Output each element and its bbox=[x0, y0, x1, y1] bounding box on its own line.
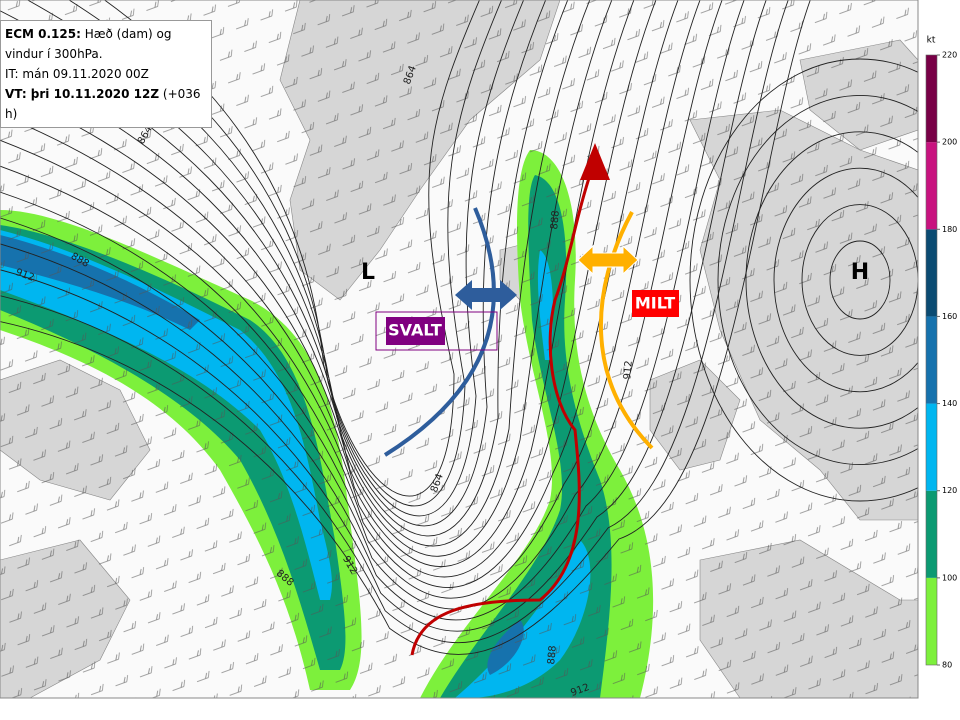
contour bbox=[0, 0, 789, 643]
contour-label: 888 bbox=[546, 645, 559, 665]
colorbar-tick-label: 200 bbox=[942, 138, 957, 147]
contour bbox=[0, 0, 635, 568]
warm-bg bbox=[632, 290, 679, 317]
contour bbox=[829, 240, 891, 320]
valid: VT: þri 10.11.2020 12Z bbox=[5, 87, 160, 101]
cold-box bbox=[375, 311, 498, 351]
colorbar-tick-label: 120 bbox=[942, 486, 957, 495]
height-contours bbox=[0, 0, 918, 655]
title: Hæð (dam) og vindur í 300hPa. bbox=[5, 27, 172, 61]
colorbar-tick-label: 80 bbox=[942, 661, 952, 670]
warm-label: MILT bbox=[635, 294, 675, 313]
colorbar-tick-label: 160 bbox=[942, 312, 957, 321]
issued: IT: mán 09.11.2020 00Z bbox=[5, 67, 149, 81]
colorbar-tick-label: 220 bbox=[942, 51, 957, 60]
contour bbox=[0, 0, 613, 557]
contour bbox=[0, 0, 547, 527]
colorbar: kt 80 100 120 140 160 180 200 220 bbox=[925, 36, 957, 670]
header: ECM 0.125: Hæð (dam) og vindur í 300hPa.… bbox=[0, 20, 212, 128]
warm-conveyor bbox=[410, 174, 592, 656]
contour bbox=[0, 0, 569, 537]
contour bbox=[745, 131, 918, 429]
high-label: H bbox=[851, 260, 869, 285]
arrows bbox=[383, 143, 654, 656]
model: ECM 0.125: bbox=[5, 27, 81, 41]
contour bbox=[0, 0, 745, 621]
cold-double-arrow bbox=[455, 280, 517, 310]
colorbar-segment bbox=[926, 55, 937, 143]
map-frame bbox=[0, 0, 919, 699]
cold-bg bbox=[386, 317, 445, 345]
contour bbox=[689, 58, 918, 502]
colorbar-segment bbox=[926, 316, 937, 404]
contour bbox=[0, 0, 767, 632]
contour bbox=[0, 0, 679, 588]
contour-label: 912 bbox=[622, 360, 635, 380]
colorbar-segment bbox=[926, 490, 937, 578]
colorbar-segment bbox=[926, 403, 937, 491]
contour bbox=[773, 167, 918, 393]
contour bbox=[0, 0, 811, 655]
colorbar-segment bbox=[926, 142, 937, 230]
colorbar-tick-label: 140 bbox=[942, 399, 957, 408]
cold-arc bbox=[383, 207, 496, 457]
contour-label: 888 bbox=[549, 210, 562, 230]
contour bbox=[0, 0, 657, 578]
colorbar-segment bbox=[926, 229, 937, 317]
colorbar-tick-label: 180 bbox=[942, 225, 957, 234]
contour bbox=[801, 204, 918, 356]
colorbar-segment bbox=[926, 577, 937, 665]
warm-arc bbox=[598, 211, 654, 450]
low-label: L bbox=[361, 260, 375, 285]
lead: (+036 h) bbox=[5, 87, 201, 121]
red-arrowhead bbox=[580, 143, 610, 180]
contour bbox=[717, 95, 918, 465]
colorbar-frame bbox=[925, 54, 938, 666]
contour bbox=[0, 0, 591, 547]
warm-double-arrow bbox=[577, 244, 639, 276]
contour-label: 912 bbox=[569, 682, 591, 699]
colorbar-tick-label: 100 bbox=[942, 573, 957, 582]
contour bbox=[0, 0, 701, 599]
colorbar-unit: kt bbox=[927, 36, 936, 46]
cold-label: SVALT bbox=[388, 321, 442, 340]
